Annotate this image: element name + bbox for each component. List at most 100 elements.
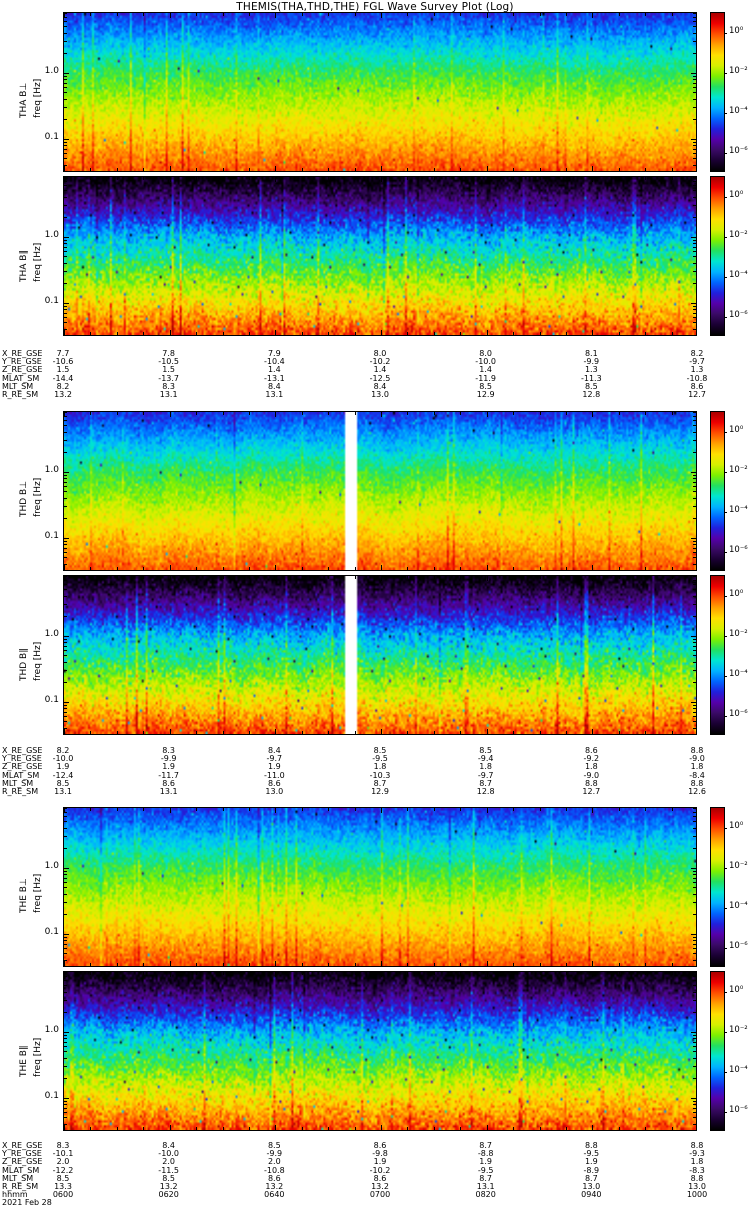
x-axis-tick	[196, 731, 197, 734]
annotation-value: 13.0	[265, 787, 284, 796]
colorbar-gradient	[711, 808, 724, 966]
y-axis-tick	[693, 548, 696, 549]
x-axis-tick	[355, 332, 356, 335]
x-axis-tick	[355, 13, 356, 16]
annotation-value: -12.5	[369, 373, 391, 383]
y-axis-tick	[64, 828, 67, 829]
y-axis-tick	[693, 475, 696, 476]
annotation-value: 8.0	[373, 349, 387, 358]
y-axis-tick	[64, 322, 67, 323]
x-axis-tick	[672, 168, 673, 171]
x-axis-tick	[434, 963, 435, 966]
panel-label-the-bpar: THE B∥	[19, 1045, 29, 1078]
x-axis-tick	[672, 963, 673, 966]
annotation-value: 1.9	[584, 1157, 598, 1167]
x-axis-tick	[223, 731, 224, 734]
y-axis-tick	[691, 303, 696, 304]
y-axis-tick	[693, 263, 696, 264]
x-axis-tick	[275, 729, 276, 734]
y-axis-tick	[691, 868, 696, 869]
y-axis-tick	[64, 1046, 67, 1047]
y-axis-tick	[64, 874, 67, 875]
y-axis-tick	[693, 985, 696, 986]
y-axis-tick	[64, 894, 67, 895]
y-axis-tick	[693, 887, 696, 888]
y-axis-tick	[691, 1032, 696, 1033]
colorbar-tick-label: 10⁻⁶	[729, 545, 748, 555]
x-axis-tick	[460, 1127, 461, 1130]
y-axis-tick	[64, 972, 67, 973]
x-axis-tick	[460, 13, 461, 16]
y-axis-tick	[693, 589, 696, 590]
x-axis-tick	[249, 963, 250, 966]
x-axis-tick	[513, 567, 514, 570]
y-axis-tick	[693, 721, 696, 722]
y-axis-tick	[64, 728, 67, 729]
annotation-value: -10.8	[686, 373, 708, 383]
x-axis-tick	[90, 567, 91, 570]
y-axis-tick-label: 0.1	[44, 695, 59, 705]
y-axis-tick	[64, 616, 67, 617]
y-axis-tick	[64, 145, 67, 146]
y-axis-tick	[64, 1066, 67, 1067]
annotation-value: 8.2	[56, 381, 70, 391]
annotation-value: 8.7	[479, 778, 493, 788]
y-axis-tick	[693, 416, 696, 417]
y-axis-tick	[693, 482, 696, 483]
x-axis-tick	[223, 567, 224, 570]
x-axis-tick	[645, 576, 646, 579]
y-axis-tick	[693, 13, 696, 14]
x-axis-tick	[117, 972, 118, 975]
annotation-value: 0700	[369, 1190, 391, 1200]
y-axis-tick-label: 0.1	[44, 296, 59, 306]
y-axis-tick	[64, 76, 67, 77]
annotation-value: -9.3	[689, 1149, 705, 1159]
y-axis-tick	[64, 650, 67, 651]
x-axis-tick	[355, 168, 356, 171]
x-axis-tick	[407, 963, 408, 966]
y-axis-tick	[693, 836, 696, 837]
x-axis-tick	[645, 332, 646, 335]
colorbar-tick	[724, 317, 727, 318]
x-axis-tick	[540, 731, 541, 734]
y-axis-tick	[64, 716, 67, 717]
colorbar-tick	[724, 237, 727, 238]
x-axis-tick	[381, 729, 382, 734]
y-axis-tick	[693, 816, 696, 817]
x-axis-tick	[223, 177, 224, 180]
x-axis-tick	[355, 576, 356, 579]
annotation-value: 1.5	[56, 365, 70, 375]
y-axis-tick	[693, 498, 696, 499]
y-axis-tick	[64, 985, 67, 986]
colorbar-gradient	[711, 972, 724, 1130]
annotation-value: 8.2	[56, 746, 70, 755]
y-axis-tick	[693, 240, 696, 241]
x-axis-tick	[566, 177, 567, 180]
y-axis-tick	[693, 1101, 696, 1102]
annotation-value: -9.5	[477, 1165, 494, 1175]
y-axis-tick	[64, 848, 67, 849]
colorbar-tick-label: 10⁰	[729, 425, 744, 435]
y-axis-tick	[693, 83, 696, 84]
y-axis-tick	[64, 882, 67, 883]
annotation-value: 2.0	[162, 1157, 176, 1167]
x-axis-tick	[434, 731, 435, 734]
y-axis-tick	[64, 708, 67, 709]
x-axis-tick	[196, 13, 197, 16]
annotation-value: 13.2	[265, 1182, 284, 1191]
x-axis-tick	[672, 576, 673, 579]
x-axis-tick	[381, 412, 382, 417]
y-axis-tick	[693, 980, 696, 981]
x-axis-tick	[196, 412, 197, 415]
annotation-value: -8.8	[477, 1149, 494, 1159]
x-axis-tick	[645, 13, 646, 16]
y-axis-tick	[693, 1046, 696, 1047]
y-axis-tick	[64, 73, 69, 74]
x-axis-tick	[513, 168, 514, 171]
y-axis-tick	[64, 642, 67, 643]
y-axis-tick	[64, 682, 67, 683]
y-axis-tick	[64, 953, 67, 954]
y-axis-tick	[64, 271, 67, 272]
x-axis-tick	[540, 13, 541, 16]
x-axis-tick	[566, 972, 567, 975]
